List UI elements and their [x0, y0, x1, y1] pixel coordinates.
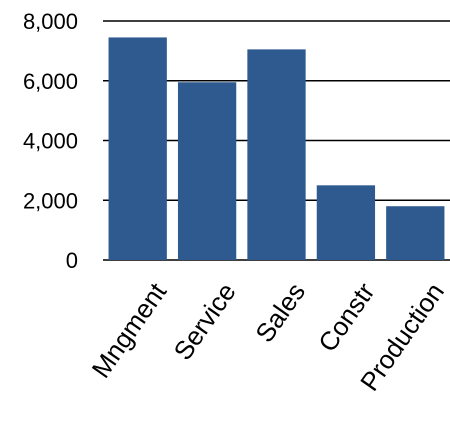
bar-service: [177, 82, 237, 261]
bar-production: [386, 206, 445, 260]
bars: [108, 37, 445, 261]
y-tick-label: 0: [66, 248, 78, 273]
y-tick-label: 8,000: [23, 9, 78, 34]
bar-sales: [247, 49, 306, 260]
x-tick-label: Mngment: [86, 277, 173, 384]
x-tick-label: Service: [167, 277, 241, 365]
x-tick-label: Sales: [249, 277, 311, 347]
bar-constr: [316, 185, 376, 260]
x-tick-label: Constr: [312, 277, 381, 357]
y-tick-label: 6,000: [23, 69, 78, 94]
y-tick-label: 2,000: [23, 188, 78, 213]
bar-mngment: [108, 37, 167, 261]
y-axis-ticks: 0 2,000 4,000 6,000 8,000: [23, 9, 78, 273]
y-tick-label: 4,000: [23, 129, 78, 154]
